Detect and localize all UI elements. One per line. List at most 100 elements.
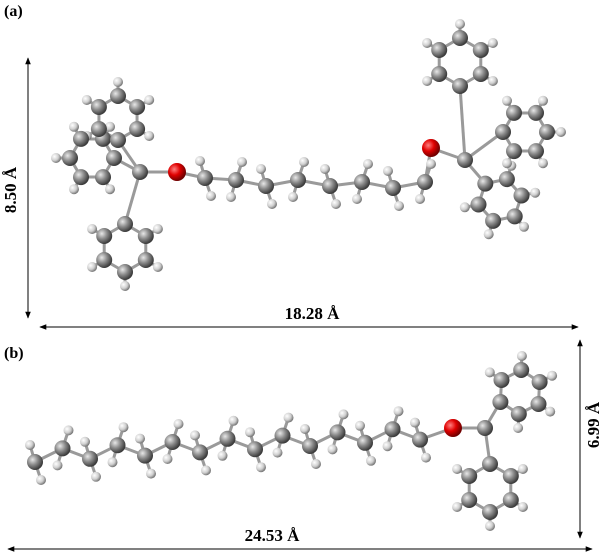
hydrogen-atom (517, 502, 528, 512)
carbon-atom (73, 169, 89, 186)
height-label: 8.50 Å (1, 166, 20, 213)
hydrogen-atom (422, 76, 433, 86)
carbon-atom (431, 42, 448, 58)
carbon-atom (137, 228, 154, 244)
hydrogen-atom (547, 370, 558, 381)
oxygen-atom (168, 163, 186, 181)
carbon-atom (485, 212, 502, 229)
carbon-atom (472, 66, 489, 82)
hydrogen-atom (487, 76, 498, 86)
carbon-atom (385, 180, 401, 196)
carbon-atom (498, 171, 515, 188)
hydrogen-atom (195, 156, 205, 166)
carbon-atom (228, 172, 244, 188)
hydrogen-atom (87, 262, 98, 272)
hydrogen-atom (382, 441, 393, 452)
bond (458, 85, 467, 161)
hydrogen-atom (415, 194, 425, 204)
hydrogen-atom (173, 419, 184, 429)
hydrogen-atom (288, 192, 298, 202)
hydrogen-atom (51, 153, 61, 163)
hydrogen-atom (530, 187, 541, 198)
width-label: 18.28 Å (285, 304, 341, 323)
oxygen-atom (444, 419, 462, 437)
carbon-atom (62, 150, 78, 166)
carbon-atom (493, 372, 510, 388)
hydrogen-atom (484, 367, 495, 378)
carbon-atom (329, 424, 346, 441)
hydrogen-atom (519, 221, 529, 232)
hydrogen-atom (487, 38, 498, 48)
carbon-atom (531, 374, 548, 390)
hydrogen-atom (105, 184, 115, 195)
carbon-atom (482, 504, 498, 520)
carbon-atom (247, 441, 263, 458)
hydrogen-atom (393, 406, 404, 417)
carbon-atom (132, 164, 148, 180)
carbon-atom (164, 434, 181, 450)
hydrogen-atom (36, 475, 46, 485)
hydrogen-atom (502, 95, 512, 106)
hydrogen-atom (245, 427, 255, 438)
hydrogen-atom (256, 462, 266, 473)
hydrogen-atom (538, 158, 548, 169)
hydrogen-atom (455, 19, 465, 29)
carbon-atom (27, 454, 43, 470)
hydrogen-atom (327, 444, 338, 455)
hydrogen-atom (237, 157, 247, 167)
carbon-atom (197, 170, 213, 186)
hydrogen-atom (118, 422, 129, 433)
hydrogen-atom (538, 95, 548, 106)
hydrogen-atom (502, 158, 512, 169)
carbon-atom (129, 121, 146, 137)
hydrogen-atom (363, 159, 373, 169)
hydrogen-atom (394, 201, 404, 211)
hydrogen-atom (410, 417, 420, 428)
carbon-atom (82, 450, 98, 467)
carbon-atom (258, 178, 274, 194)
hydrogen-atom (91, 471, 101, 482)
carbon-atom (510, 406, 527, 422)
carbon-atom (502, 492, 519, 508)
hydrogen-atom (513, 423, 524, 433)
hydrogen-atom (338, 409, 349, 420)
panel-label: (b) (4, 345, 24, 362)
hydrogen-atom (383, 166, 393, 176)
carbon-atom (109, 437, 126, 454)
carbon-atom (461, 492, 478, 508)
hydrogen-atom (105, 121, 115, 132)
carbon-atom (117, 264, 133, 280)
hydrogen-atom (556, 127, 566, 137)
hydrogen-atom (272, 447, 283, 458)
carbon-atom (477, 175, 494, 192)
hydrogen-atom (162, 454, 173, 464)
hydrogen-atom (299, 157, 309, 167)
carbon-atom (417, 174, 433, 190)
width-label: 24.53 Å (245, 526, 301, 545)
hydrogen-atom (331, 199, 341, 209)
hydrogen-atom (152, 224, 163, 234)
oxygen-atom (422, 139, 440, 157)
hydrogen-atom (190, 430, 200, 441)
carbon-atom (96, 252, 113, 268)
hydrogen-atom (63, 425, 74, 436)
carbon-atom (274, 427, 291, 444)
carbon-atom (137, 252, 154, 268)
hydrogen-atom (311, 459, 321, 469)
molecules (25, 19, 566, 531)
carbon-atom (95, 169, 111, 186)
carbon-atom (357, 434, 373, 451)
carbon-atom (502, 468, 519, 484)
carbon-atom (506, 104, 522, 121)
hydrogen-atom (146, 468, 156, 479)
carbon-atom (528, 104, 544, 121)
carbon-atom (461, 468, 478, 484)
carbon-atom (539, 124, 555, 140)
hydrogen-atom (135, 433, 145, 444)
hydrogen-atom (201, 465, 211, 476)
hydrogen-atom (226, 192, 236, 202)
carbon-atom (472, 42, 489, 58)
panel-label: (a) (4, 3, 23, 20)
